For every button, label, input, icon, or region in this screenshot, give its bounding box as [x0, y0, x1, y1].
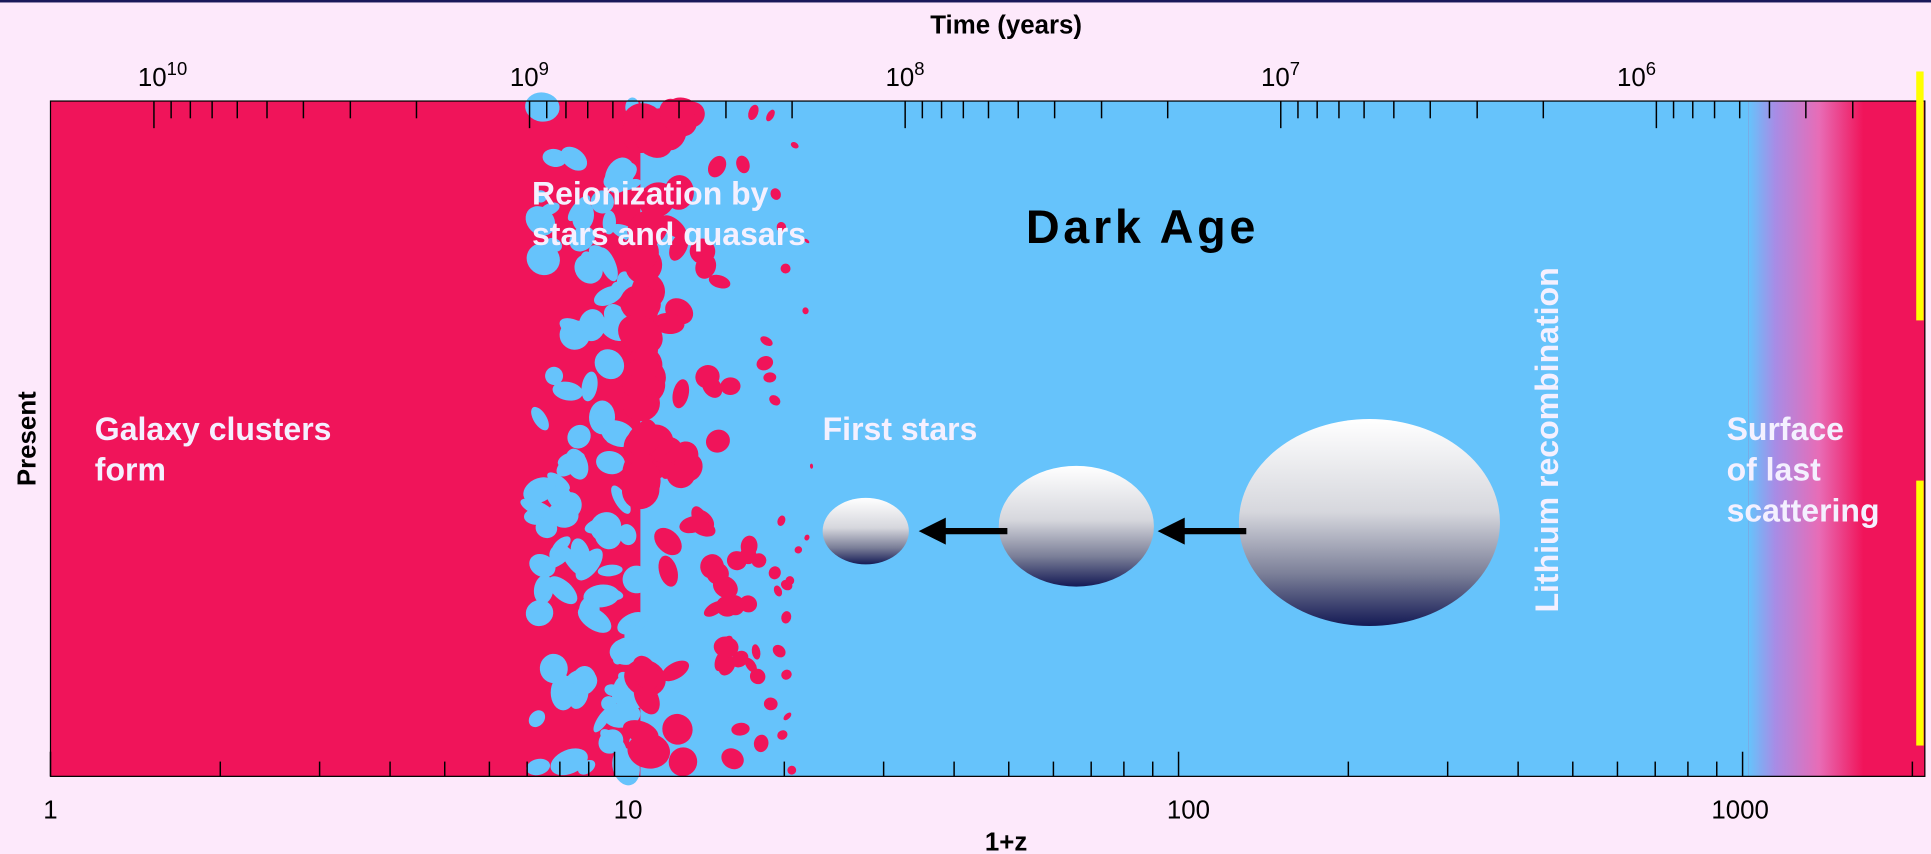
region-label: Galaxy clusters: [95, 411, 332, 447]
region-label: scattering: [1727, 492, 1880, 528]
bottom-tick-label: 1000: [1711, 796, 1769, 824]
tick-exponent: 10: [167, 58, 188, 79]
halo-medium: [999, 466, 1154, 587]
bottom-tick-labels: 1 10 100 1000: [43, 796, 1769, 824]
region-label: form: [95, 452, 166, 488]
bottom-tick-label: 100: [1167, 796, 1210, 824]
yellow-bar: [1916, 481, 1923, 746]
tick-base: 10: [138, 64, 167, 92]
top-tick-label: 108: [885, 58, 924, 92]
top-axis-title: Time (years): [930, 11, 1082, 39]
yellow-bar: [1916, 71, 1923, 320]
tick-exponent: 9: [539, 58, 549, 79]
halo-small: [823, 498, 909, 565]
bottom-tick-label: 10: [614, 796, 643, 824]
top-tick-labels: 1010 109 108 107 106: [138, 58, 1656, 92]
tick-base: 10: [1617, 64, 1646, 92]
top-tick-label: 109: [510, 58, 549, 92]
top-tick-label: 107: [1261, 58, 1300, 92]
side-label: Present: [14, 391, 42, 486]
tick-base: 10: [1261, 64, 1290, 92]
region-label: of last: [1727, 452, 1822, 488]
dark-age-label: Dark Age: [1026, 201, 1259, 253]
region-label: Lithium recombination: [1529, 267, 1565, 612]
bottom-tick-label: 1: [43, 796, 57, 824]
top-border: [0, 0, 1931, 2]
tick-base: 10: [885, 64, 914, 92]
halo-large: [1239, 419, 1500, 626]
diagram: Time (years) 1010 109 108 107 106 1 10 1…: [0, 0, 1931, 854]
tick-base: 10: [510, 64, 539, 92]
tick-exponent: 8: [914, 58, 924, 79]
region-label: First stars: [823, 411, 978, 447]
top-tick-label: 106: [1617, 58, 1656, 92]
bottom-axis-title: 1+z: [985, 828, 1027, 854]
tick-exponent: 7: [1290, 58, 1300, 79]
region-label: Reionization by: [532, 176, 769, 212]
page: Time (years) 1010 109 108 107 106 1 10 1…: [0, 0, 1931, 854]
region-label: Surface: [1727, 411, 1844, 447]
top-tick-label: 1010: [138, 58, 187, 92]
region-label: stars and quasars: [532, 216, 806, 252]
tick-exponent: 6: [1646, 58, 1656, 79]
plot-area: [50, 90, 1924, 788]
